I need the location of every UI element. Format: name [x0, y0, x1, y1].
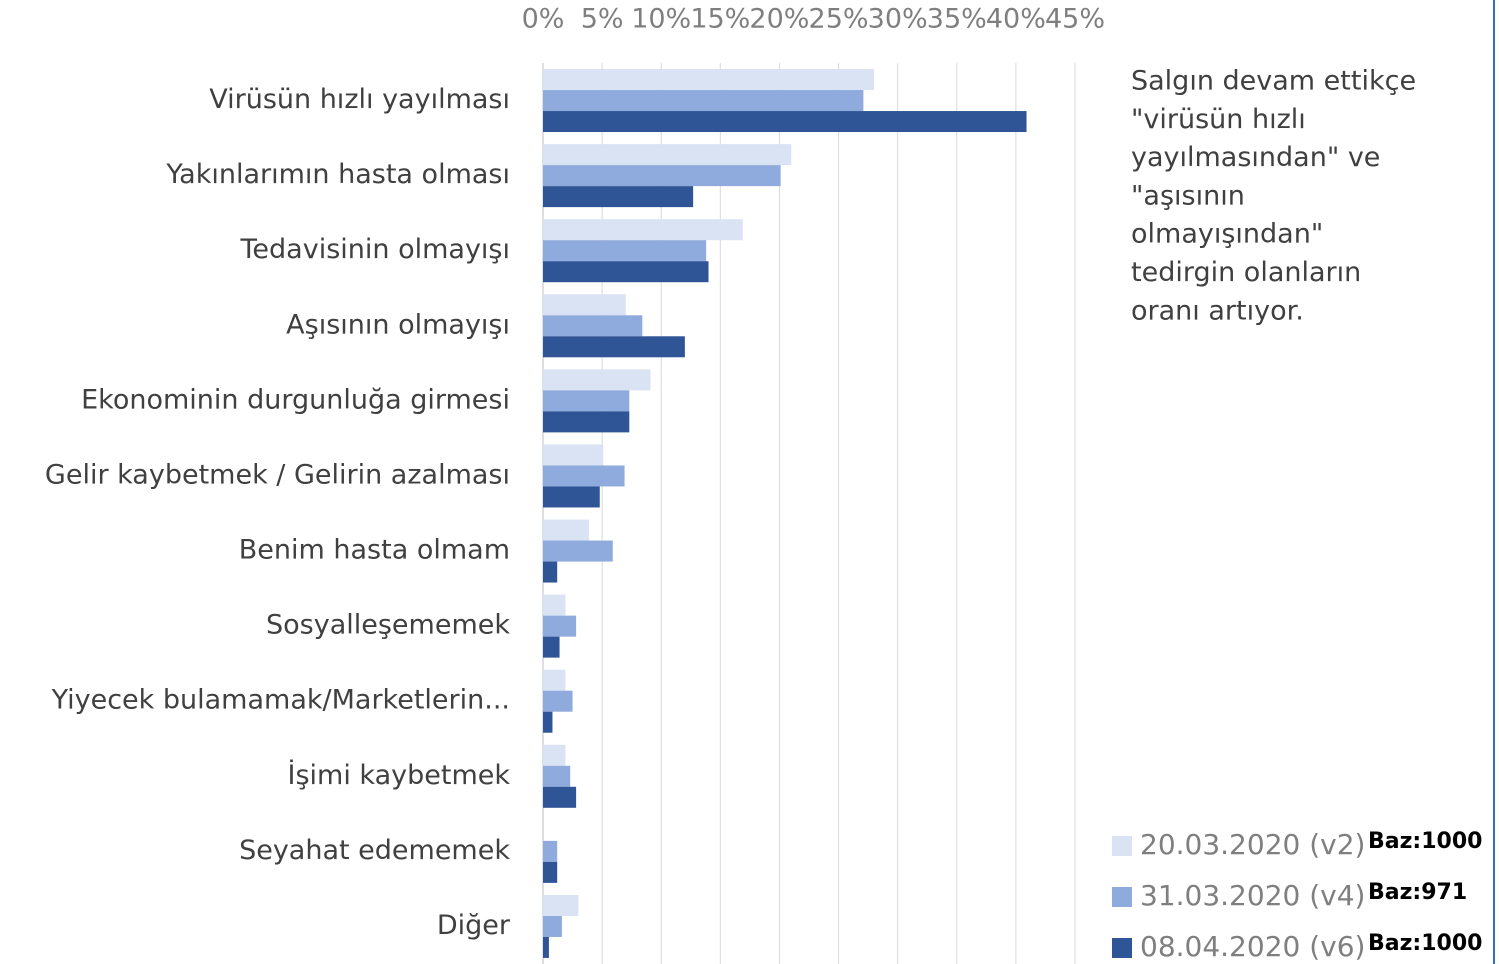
- category-label: Tedavisinin olmayışı: [240, 234, 510, 265]
- legend-label: 08.04.2020 (v6): [1140, 930, 1365, 963]
- bar: [543, 69, 875, 91]
- bar: [543, 894, 579, 916]
- bar: [543, 936, 549, 958]
- annotation: oranı artıyor.: [1131, 295, 1304, 326]
- bar: [543, 594, 566, 616]
- category-label: Seyahat edememek: [239, 835, 510, 866]
- bar: [543, 561, 558, 583]
- bar: [543, 294, 626, 316]
- legend-swatch: [1112, 836, 1132, 856]
- bar: [543, 519, 590, 541]
- annotation: Salgın devam ettikçe: [1131, 66, 1416, 97]
- x-tick-label: 30%: [868, 4, 928, 35]
- bar: [543, 165, 781, 187]
- x-tick-label: 35%: [927, 4, 987, 35]
- category-label: Ekonominin durgunluğa girmesi: [81, 384, 510, 415]
- annotation: "virüsün hızlı: [1131, 104, 1306, 135]
- legend-note: Baz:1000: [1368, 931, 1482, 956]
- x-tick-label: 15%: [690, 4, 750, 35]
- legend-label: 20.03.2020 (v2): [1140, 828, 1365, 861]
- x-tick-label: 5%: [581, 4, 624, 35]
- legend-note: Baz:1000: [1368, 829, 1482, 854]
- legend-label: 31.03.2020 (v4): [1140, 879, 1365, 912]
- bar: [543, 744, 566, 766]
- x-tick-label: 10%: [631, 4, 691, 35]
- bar: [543, 261, 709, 283]
- bar: [543, 786, 577, 808]
- bar: [543, 144, 792, 166]
- x-tick-label: 45%: [1045, 4, 1105, 35]
- legend-swatch: [1112, 938, 1132, 958]
- bar: [543, 765, 571, 787]
- bar: [543, 219, 743, 241]
- bar: [543, 669, 566, 691]
- annotation: yayılmasından" ve: [1131, 142, 1380, 173]
- bar: [543, 390, 630, 412]
- category-label: Gelir kaybetmek / Gelirin azalması: [45, 459, 510, 490]
- bar: [543, 540, 613, 562]
- bar: [543, 240, 707, 262]
- bar: [543, 111, 1027, 133]
- bar: [543, 861, 558, 883]
- category-label: Diğer: [437, 910, 511, 941]
- x-tick-label: 20%: [749, 4, 809, 35]
- bar: [543, 915, 562, 937]
- bar: [543, 411, 630, 433]
- bar: [543, 615, 577, 637]
- bar: [543, 369, 651, 391]
- bar: [543, 315, 643, 337]
- annotation: tedirgin olanların: [1131, 257, 1361, 288]
- bar: [543, 690, 573, 712]
- annotation: olmayışından": [1131, 219, 1323, 250]
- x-tick-label: 25%: [809, 4, 869, 35]
- category-label: İşimi kaybetmek: [288, 759, 511, 791]
- bar: [543, 186, 694, 208]
- bar: [543, 444, 604, 466]
- category-label: Virüsün hızlı yayılması: [209, 84, 510, 115]
- category-label: Benim hasta olmam: [239, 535, 510, 566]
- category-label: Sosyalleşememek: [266, 610, 510, 641]
- category-label: Aşısının olmayışı: [286, 309, 510, 340]
- bar: [543, 636, 560, 658]
- legend-note: Baz:971: [1368, 880, 1467, 905]
- bar: [543, 336, 685, 358]
- bar: [543, 840, 558, 862]
- bar: [543, 486, 600, 508]
- x-tick-label: 0%: [522, 4, 565, 35]
- x-tick-label: 40%: [986, 4, 1046, 35]
- category-label: Yakınlarımın hasta olması: [165, 159, 510, 190]
- legend-swatch: [1112, 887, 1132, 907]
- bar: [543, 90, 864, 112]
- bar: [543, 465, 625, 487]
- bar: [543, 711, 553, 733]
- annotation: "aşısının: [1131, 180, 1245, 211]
- category-label: Yiyecek bulamamak/Marketlerin...: [51, 685, 510, 716]
